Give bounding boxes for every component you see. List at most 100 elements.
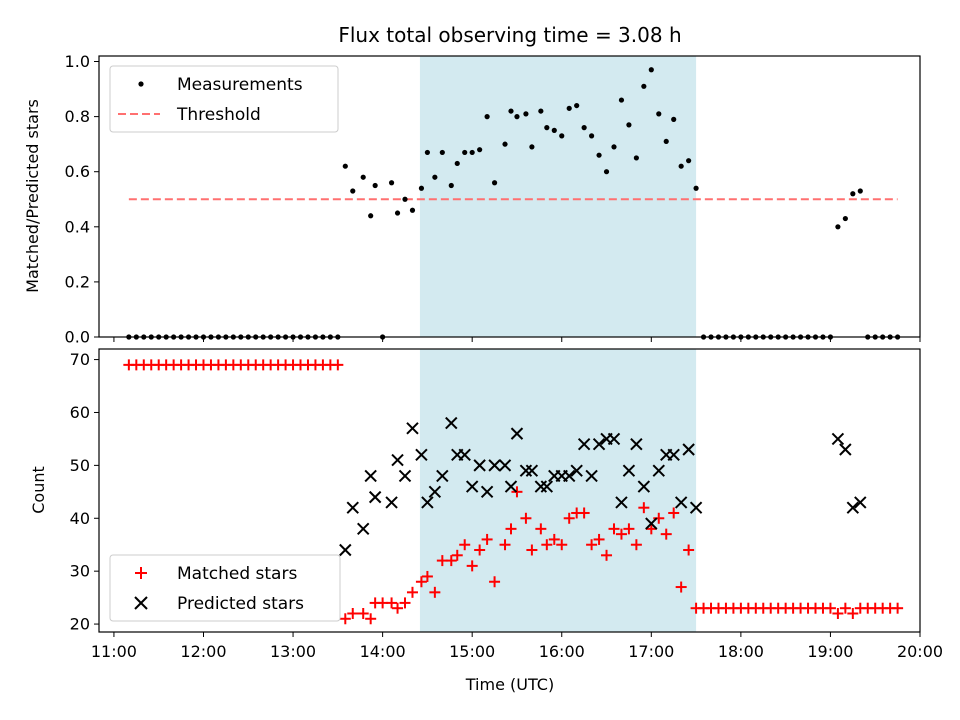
matched-star-point bbox=[675, 581, 687, 593]
legend-measurements: Measurements bbox=[177, 75, 303, 95]
matched-star-point bbox=[415, 576, 427, 588]
matched-star-point bbox=[563, 512, 575, 524]
predicted-star-point bbox=[667, 448, 680, 462]
bottom-legend-box bbox=[109, 554, 341, 622]
measurement-point bbox=[671, 116, 677, 122]
predicted-star-point bbox=[357, 522, 370, 536]
matched-star-point bbox=[399, 597, 411, 609]
measurement-point bbox=[596, 152, 602, 158]
top-axes-frame bbox=[98, 55, 921, 338]
matched-star-point bbox=[421, 570, 433, 582]
y-tick-label: 70 bbox=[70, 350, 90, 369]
matched-star-point bbox=[608, 523, 620, 535]
matched-star-point bbox=[653, 512, 665, 524]
predicted-star-point bbox=[689, 501, 703, 514]
matched-star-point bbox=[526, 544, 538, 556]
y-tick-label: 40 bbox=[70, 509, 90, 528]
x-tick-label: 18:00 bbox=[718, 642, 764, 661]
measurement-point bbox=[603, 169, 610, 175]
predicted-star-point bbox=[498, 459, 512, 472]
matched-star-point bbox=[474, 544, 486, 556]
top-x-ticks bbox=[113, 337, 921, 342]
y-tick-label: 20 bbox=[70, 615, 90, 634]
measurement-point bbox=[857, 188, 863, 194]
y-tick-label: 0.2 bbox=[65, 272, 90, 291]
measurement-point bbox=[477, 147, 483, 153]
matched-star-point bbox=[451, 549, 463, 561]
bottom-x-ticks: 11:00 12:00 13:00 14:00 15:00 16:00 17:00 18:00… bbox=[91, 632, 943, 661]
bottom-legend: Matched stars Predicted stars bbox=[109, 554, 341, 622]
bottom-marks bbox=[123, 359, 904, 625]
measurement-point bbox=[368, 213, 374, 219]
predicted-star-point bbox=[585, 469, 598, 483]
matched-star-point bbox=[406, 586, 418, 598]
matched-star-point bbox=[459, 539, 471, 551]
matched-star-point bbox=[847, 607, 859, 619]
matched-star-point bbox=[365, 613, 377, 625]
matched-star-point bbox=[392, 602, 404, 614]
measurement-point bbox=[551, 127, 557, 133]
measurement-point bbox=[342, 163, 348, 169]
measurement-point bbox=[678, 163, 684, 169]
matched-star-point bbox=[623, 523, 635, 535]
measurement-point bbox=[589, 133, 595, 139]
predicted-star-point bbox=[406, 422, 419, 435]
predicted-star-point bbox=[615, 496, 628, 509]
x-tick-label: 12:00 bbox=[180, 642, 226, 661]
matched-star-point bbox=[601, 549, 613, 561]
measurement-point bbox=[360, 174, 366, 180]
measurement-point bbox=[388, 180, 395, 186]
legend-predicted-stars: Predicted stars bbox=[177, 594, 304, 614]
matched-star-point bbox=[832, 607, 844, 619]
bottom-panel: 20 30 40 50 60 70 11:00 12:00 13:00 14:00 15:00 16… bbox=[29, 348, 943, 694]
y-tick-label: 0.8 bbox=[65, 107, 90, 126]
measurement-point bbox=[663, 138, 669, 145]
measurement-point bbox=[454, 160, 460, 167]
predicted-star-point bbox=[637, 480, 651, 493]
measurement-point bbox=[469, 149, 475, 156]
measurement-point bbox=[508, 108, 514, 114]
predicted-star-point bbox=[854, 496, 867, 509]
x-tick-label: 14:00 bbox=[360, 642, 406, 661]
matched-star-point bbox=[347, 607, 359, 619]
matched-star-point bbox=[630, 539, 642, 551]
matched-star-point bbox=[839, 602, 851, 614]
measurement-point bbox=[656, 111, 662, 117]
measurement-point bbox=[626, 122, 632, 128]
predicted-star-point bbox=[428, 485, 442, 499]
matched-star-point bbox=[429, 586, 441, 598]
x-tick-label: 19:00 bbox=[807, 642, 853, 661]
matched-star-point bbox=[339, 613, 351, 625]
predicted-star-point bbox=[391, 453, 404, 467]
legend-dot-icon bbox=[138, 81, 144, 87]
measurement-point bbox=[439, 149, 445, 156]
measurement-point bbox=[842, 215, 848, 222]
measurement-point bbox=[484, 114, 490, 120]
matched-star-point bbox=[593, 533, 605, 545]
measurement-point bbox=[409, 207, 416, 213]
predicted-star-point bbox=[368, 490, 382, 504]
predicted-star-point bbox=[385, 496, 398, 509]
predicted-star-point bbox=[415, 448, 428, 462]
predicted-star-point bbox=[421, 496, 434, 509]
matched-star-point bbox=[638, 502, 650, 514]
matched-star-point bbox=[445, 555, 457, 567]
matched-star-point bbox=[578, 507, 590, 519]
measurement-point bbox=[850, 191, 856, 197]
matched-star-point bbox=[541, 539, 553, 551]
top-y-ticks: 0.0 0.2 0.4 0.6 0.8 1.0 bbox=[65, 52, 99, 347]
matched-star-point bbox=[489, 576, 501, 588]
legend-plus-icon bbox=[135, 567, 147, 579]
bottom-xlabel: Time (UTC) bbox=[465, 675, 554, 694]
matched-star-point bbox=[386, 597, 398, 609]
top-legend: Measurements Threshold bbox=[109, 65, 339, 133]
predicted-star-point bbox=[364, 469, 377, 483]
predicted-star-point bbox=[488, 459, 501, 472]
matched-star-point bbox=[357, 607, 369, 619]
bottom-highlight-span bbox=[419, 349, 697, 632]
y-tick-label: 0.6 bbox=[65, 162, 90, 181]
measurement-point bbox=[648, 67, 654, 73]
bottom-y-ticks: 20 30 40 50 60 70 bbox=[70, 350, 99, 634]
predicted-star-point bbox=[480, 485, 494, 499]
predicted-star-point bbox=[346, 501, 359, 514]
